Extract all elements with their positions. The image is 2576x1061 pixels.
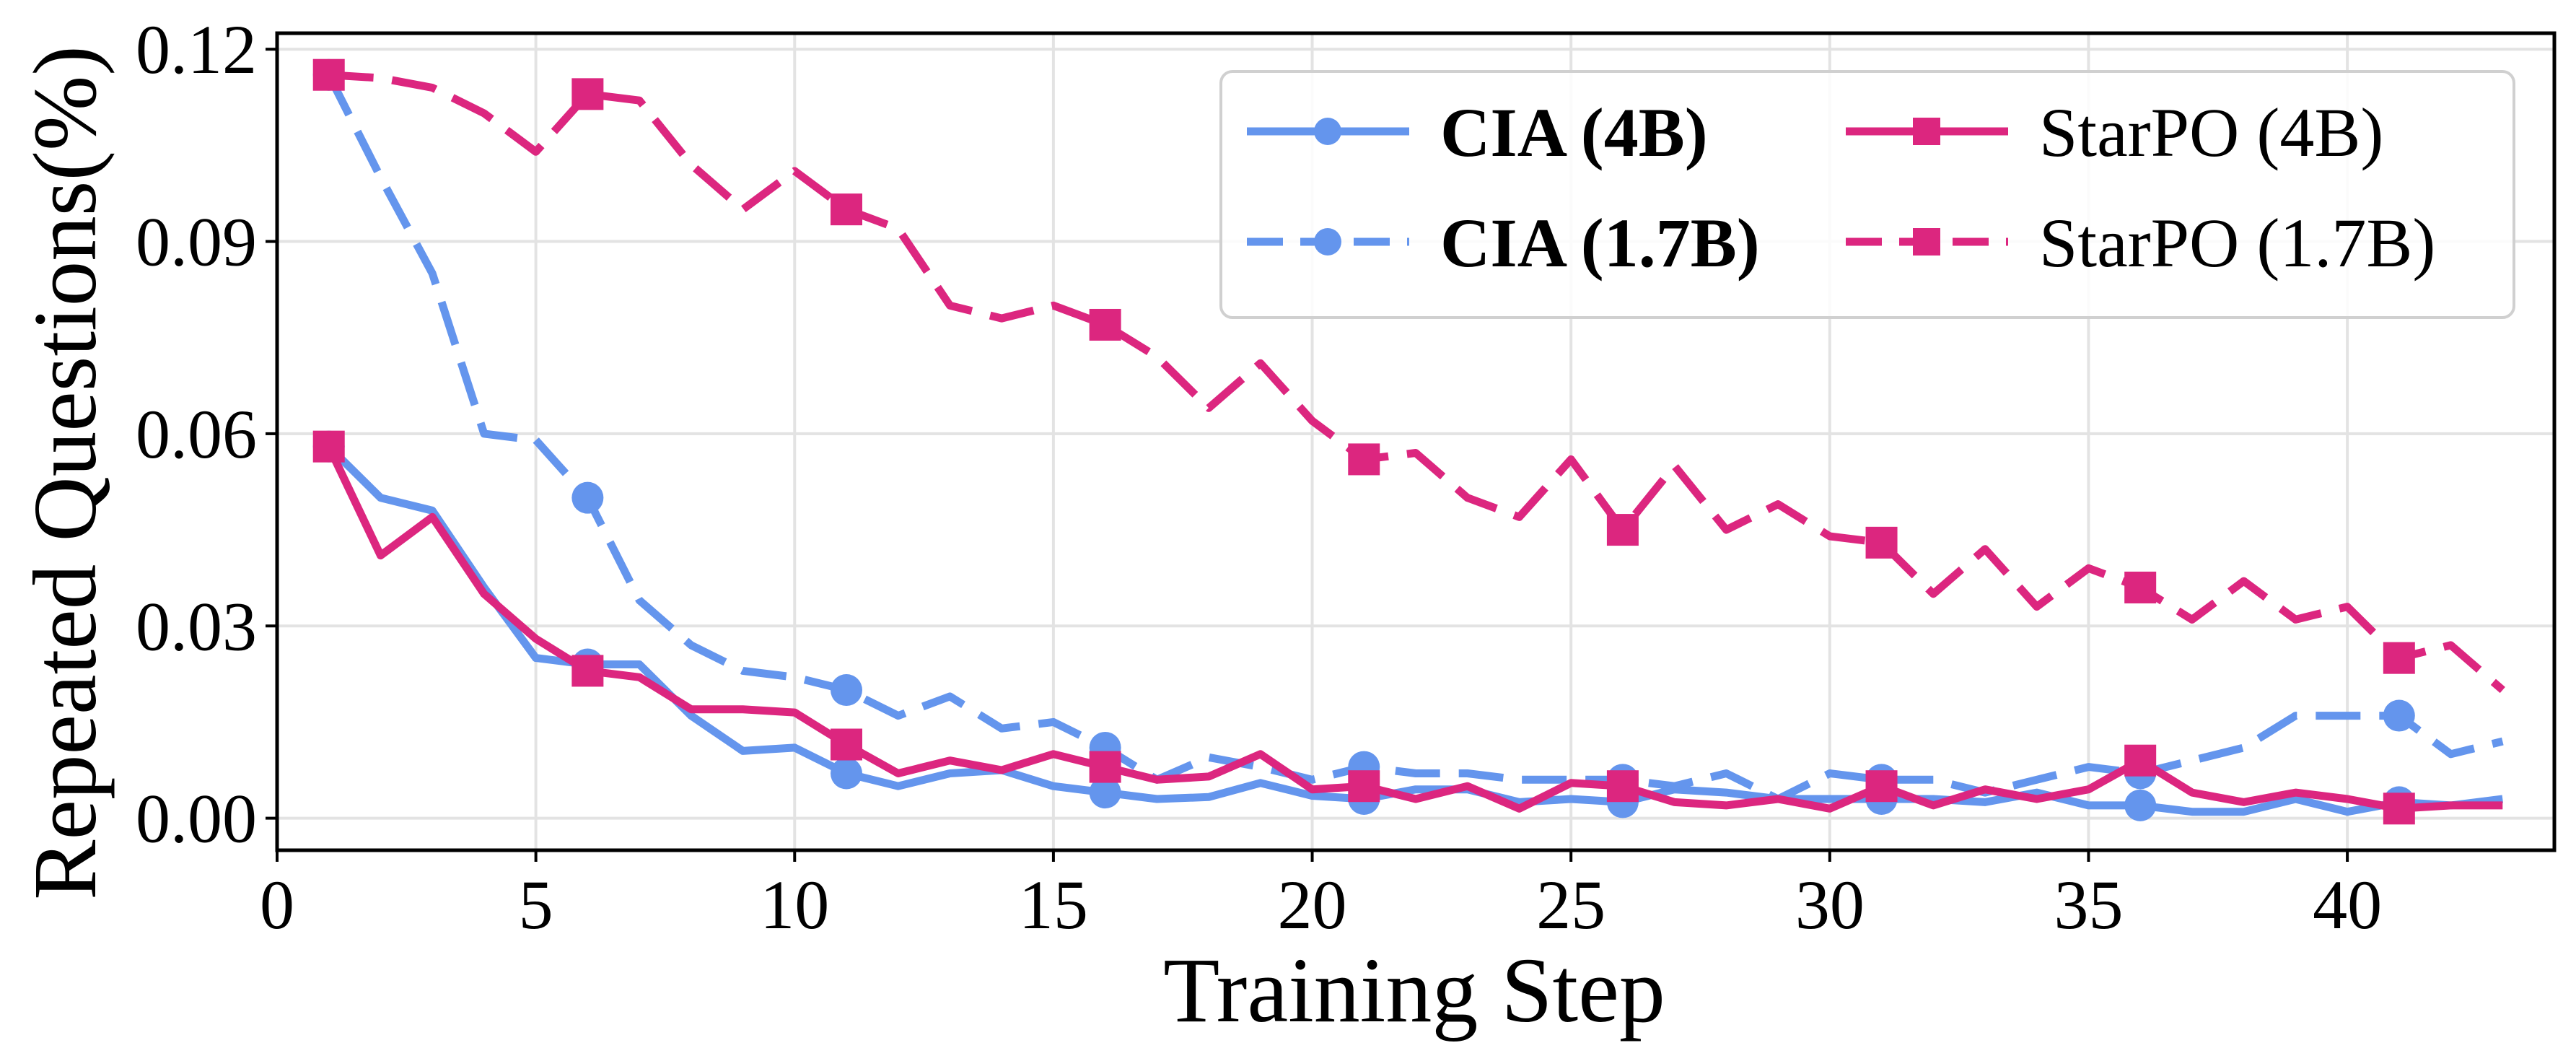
legend-item: CIA (1.7B) xyxy=(1247,204,1760,281)
legend-label: StarPO (4B) xyxy=(2039,94,2383,171)
x-tick-label: 30 xyxy=(1795,866,1865,943)
legend-label: CIA (4B) xyxy=(1440,94,1708,171)
square-marker xyxy=(1348,443,1380,476)
legend: CIA (4B) CIA (1.7B) StarPO (4B) StarPO (1.7… xyxy=(1219,70,2515,319)
x-tick-label: 10 xyxy=(760,866,829,943)
square-marker xyxy=(1865,770,1898,803)
circle-marker xyxy=(1314,228,1341,256)
square-marker xyxy=(1089,308,1121,341)
square-marker xyxy=(2124,571,2157,603)
series-starpo-4b xyxy=(312,430,2503,825)
plot-frame xyxy=(275,31,2557,852)
legend-item: StarPO (1.7B) xyxy=(1846,204,2435,281)
circle-marker xyxy=(831,757,862,790)
y-tick-label: 0.03 xyxy=(136,588,257,665)
y-tick-label: 0.09 xyxy=(136,204,257,281)
x-tick-label: 35 xyxy=(2054,866,2123,943)
x-tick-label: 20 xyxy=(1278,866,1347,943)
square-marker xyxy=(2124,744,2157,777)
y-tick-label: 0.00 xyxy=(136,780,257,857)
square-marker xyxy=(1606,514,1639,546)
square-marker xyxy=(1089,751,1121,783)
square-marker xyxy=(831,193,862,226)
square-marker xyxy=(1606,770,1639,803)
square-marker xyxy=(571,78,604,110)
circle-marker xyxy=(1089,777,1121,809)
series-starpo-1-7b xyxy=(312,58,2505,694)
circle-marker xyxy=(2383,699,2415,732)
square-marker xyxy=(312,430,345,463)
square-marker xyxy=(1865,526,1898,559)
ticks: 0 5 10 15 20 25 30 35 40 0.00 0.03 0.06 0.09 0.12 xyxy=(136,11,2382,943)
legend-label: CIA (1.7B) xyxy=(1440,204,1760,281)
square-marker xyxy=(831,728,862,761)
x-tick-label: 0 xyxy=(260,866,294,943)
square-marker xyxy=(1348,770,1380,803)
series-line xyxy=(325,443,2503,816)
x-tick-label: 15 xyxy=(1019,866,1088,943)
square-marker xyxy=(2383,642,2415,674)
y-tick-label: 0.12 xyxy=(136,11,257,88)
square-marker xyxy=(2383,793,2415,825)
circle-marker xyxy=(831,674,862,707)
square-marker xyxy=(571,655,604,687)
x-tick-label: 25 xyxy=(1536,866,1605,943)
legend-item: CIA (4B) xyxy=(1247,94,1708,171)
x-tick-label: 5 xyxy=(519,866,553,943)
series-group xyxy=(312,58,2505,825)
square-marker xyxy=(1913,118,1940,145)
circle-marker xyxy=(571,481,604,514)
legend-item: StarPO (4B) xyxy=(1846,94,2383,171)
square-marker xyxy=(1913,228,1940,256)
y-tick-label: 0.06 xyxy=(136,396,257,473)
x-axis-label: Training Step xyxy=(1163,939,1665,1042)
x-tick-label: 40 xyxy=(2313,866,2382,943)
square-marker xyxy=(312,58,345,91)
series-line xyxy=(325,445,2503,813)
circle-marker xyxy=(1314,118,1341,145)
y-axis-label: Repeated Questions(%) xyxy=(16,45,115,900)
circle-marker xyxy=(2124,789,2157,821)
legend-box xyxy=(1219,70,2515,319)
legend-label: StarPO (1.7B) xyxy=(2039,204,2435,281)
